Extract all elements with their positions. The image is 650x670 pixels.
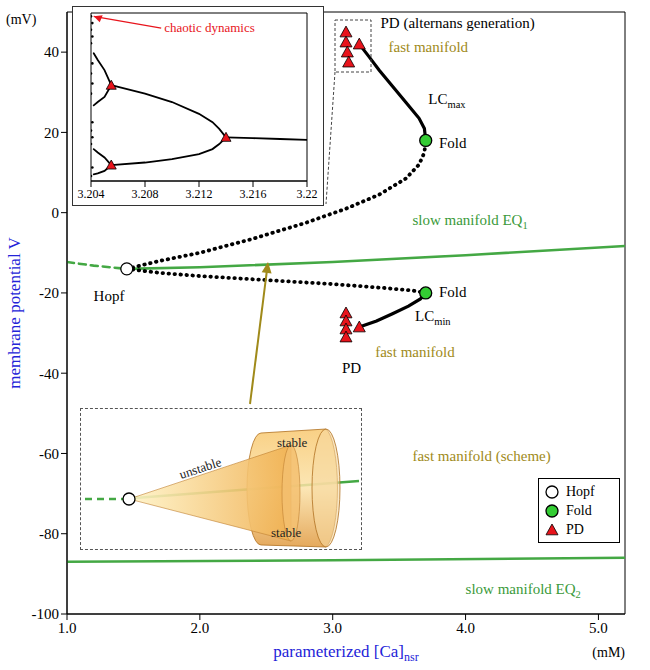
svg-text:3.216: 3.216 bbox=[240, 187, 267, 201]
svg-text:20: 20 bbox=[44, 125, 59, 141]
html-text:Hopf: Hopf bbox=[566, 483, 595, 499]
svg-text:3.204: 3.204 bbox=[78, 187, 105, 201]
svg-text:fast manifold (scheme): fast manifold (scheme) bbox=[412, 448, 550, 465]
svg-text:stable: stable bbox=[271, 525, 302, 540]
svg-text:LCmin: LCmin bbox=[415, 308, 451, 327]
svg-text:-80: -80 bbox=[39, 526, 59, 542]
svg-text:unstable: unstable bbox=[177, 454, 223, 482]
svg-text:PD: PD bbox=[342, 360, 361, 376]
svg-text:0: 0 bbox=[52, 205, 60, 221]
svg-text:(mV): (mV) bbox=[6, 12, 37, 28]
svg-text:-40: -40 bbox=[39, 366, 59, 382]
svg-text:slow manifold EQ1: slow manifold EQ1 bbox=[412, 212, 527, 231]
svg-text:1.0: 1.0 bbox=[58, 620, 77, 636]
svg-text:5.0: 5.0 bbox=[589, 620, 608, 636]
svg-text:40: 40 bbox=[44, 44, 59, 60]
html-text:Fold: Fold bbox=[566, 502, 592, 518]
svg-text:4.0: 4.0 bbox=[456, 620, 475, 636]
svg-text:Hopf: Hopf bbox=[94, 288, 125, 304]
svg-text:membrane potential V: membrane potential V bbox=[5, 236, 24, 388]
svg-text:LCmax: LCmax bbox=[428, 91, 466, 110]
svg-text:3.0: 3.0 bbox=[323, 620, 342, 636]
svg-text:fast manifold: fast manifold bbox=[375, 344, 455, 360]
svg-text:(mM): (mM) bbox=[592, 645, 625, 661]
svg-text:3.212: 3.212 bbox=[186, 187, 213, 201]
svg-text:Fold: Fold bbox=[439, 284, 467, 300]
svg-text:-20: -20 bbox=[39, 285, 59, 301]
svg-text:3.22: 3.22 bbox=[297, 187, 318, 201]
svg-text:chaotic dynamics: chaotic dynamics bbox=[164, 20, 255, 35]
html-text:PD: PD bbox=[566, 521, 584, 537]
svg-text:-100: -100 bbox=[32, 606, 60, 622]
svg-text:2.0: 2.0 bbox=[190, 620, 209, 636]
svg-text:3.208: 3.208 bbox=[132, 187, 159, 201]
svg-text:-60: -60 bbox=[39, 446, 59, 462]
svg-text:fast manifold: fast manifold bbox=[389, 39, 469, 55]
svg-text:Fold: Fold bbox=[439, 135, 467, 151]
svg-text:stable: stable bbox=[277, 435, 308, 450]
svg-text:PD (alternans generation): PD (alternans generation) bbox=[381, 15, 535, 32]
svg-text:slow manifold EQ2: slow manifold EQ2 bbox=[466, 581, 581, 600]
svg-text:parameterized [Ca]nsr: parameterized [Ca]nsr bbox=[273, 642, 418, 664]
